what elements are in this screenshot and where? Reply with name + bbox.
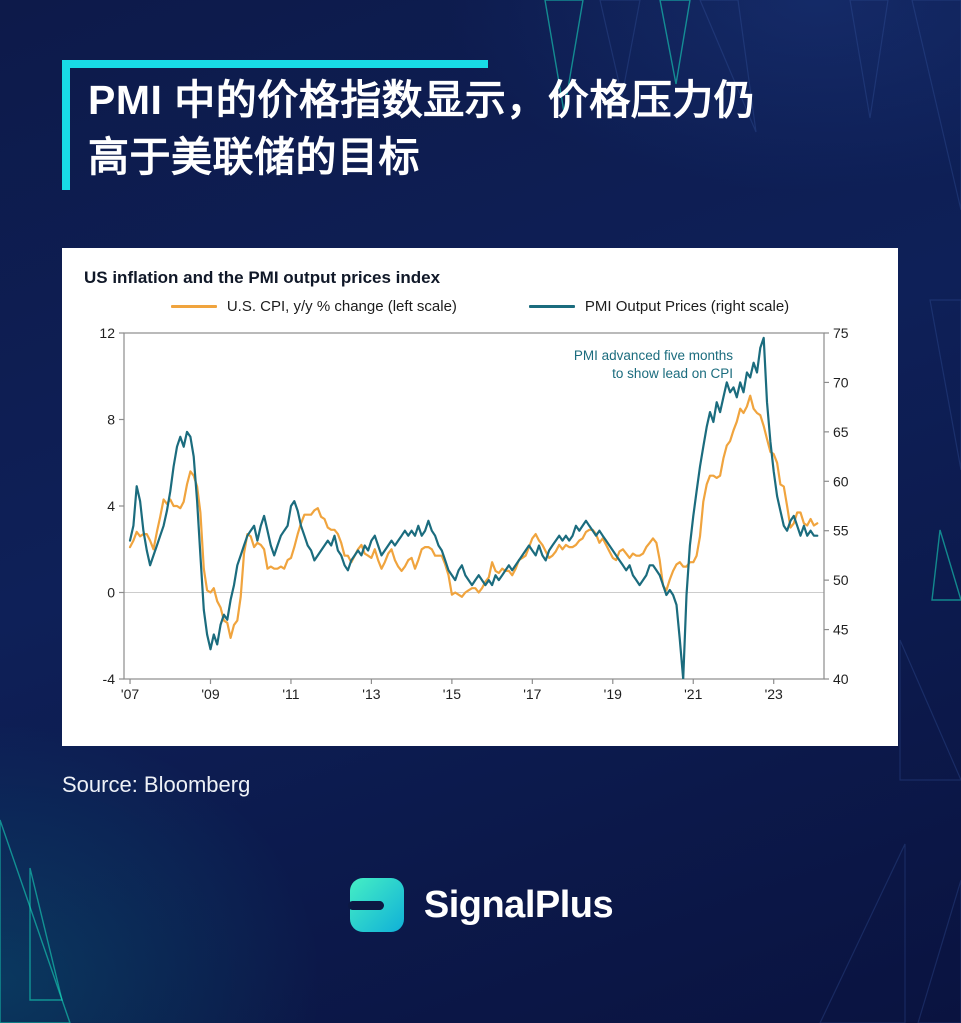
y-left-tick-label: 0 bbox=[107, 585, 115, 601]
legend-label-pmi: PMI Output Prices (right scale) bbox=[584, 298, 790, 315]
chart-card: US inflation and the PMI output prices i… bbox=[62, 248, 898, 746]
x-tick-label: '15 bbox=[443, 686, 461, 702]
y-left-tick-label: 8 bbox=[107, 412, 115, 428]
chart-annotation: PMI advanced five months to show lead on… bbox=[574, 347, 733, 382]
annotation-line-2: to show lead on CPI bbox=[612, 365, 733, 381]
y-right-tick-label: 45 bbox=[833, 622, 849, 638]
x-tick-label: '11 bbox=[282, 686, 299, 702]
pmi-output-prices-line bbox=[128, 336, 819, 679]
chart-legend: U.S. CPI, y/y % change (left scale) PMI … bbox=[82, 298, 878, 315]
signalplus-logo-icon bbox=[347, 878, 404, 932]
x-tick-label: '07 bbox=[121, 686, 139, 702]
annotation-line-1: PMI advanced five months bbox=[573, 348, 733, 363]
x-tick-label: '19 bbox=[604, 686, 622, 702]
page-title-line-1: PMI 中的价格指数显示，价格压力仍 bbox=[88, 77, 756, 123]
y-right-tick-label: 75 bbox=[833, 325, 849, 341]
legend-label-cpi: U.S. CPI, y/y % change (left scale) bbox=[226, 298, 457, 315]
x-tick-label: '13 bbox=[362, 686, 380, 702]
pmi-line-swatch bbox=[528, 305, 575, 308]
x-tick-label: '23 bbox=[765, 686, 783, 702]
y-right-tick-label: 65 bbox=[833, 424, 849, 440]
title-accent-left-bar bbox=[62, 60, 70, 190]
y-left-tick-label: 4 bbox=[107, 498, 115, 514]
brand-footer: SignalPlus bbox=[0, 876, 961, 934]
legend-item-cpi: U.S. CPI, y/y % change (left scale) bbox=[170, 298, 457, 315]
page-title: PMI 中的价格指数显示，价格压力仍 高于美联储的目标 bbox=[88, 72, 755, 185]
source-attribution: Source: Bloomberg bbox=[62, 772, 251, 797]
y-right-tick-label: 55 bbox=[833, 523, 849, 539]
y-right-tick-label: 40 bbox=[833, 671, 849, 687]
chart-title: US inflation and the PMI output prices i… bbox=[84, 268, 441, 287]
cpi-line-swatch bbox=[170, 305, 217, 308]
brand-name: SignalPlus bbox=[423, 883, 614, 926]
y-left-tick-label: 12 bbox=[99, 325, 115, 341]
page-title-line-2: 高于美联储的目标 bbox=[88, 133, 420, 180]
y-right-tick-label: 70 bbox=[833, 374, 849, 390]
x-tick-label: '09 bbox=[201, 686, 219, 702]
legend-item-pmi: PMI Output Prices (right scale) bbox=[528, 298, 790, 315]
x-tick-label: '17 bbox=[523, 686, 541, 702]
x-tick-label: '21 bbox=[684, 686, 702, 702]
y-right-tick-label: 60 bbox=[833, 473, 849, 489]
title-accent-top-bar bbox=[62, 60, 488, 68]
y-left-tick-label: -4 bbox=[103, 671, 116, 687]
us-cpi-line bbox=[128, 394, 819, 639]
y-right-tick-label: 50 bbox=[833, 572, 849, 588]
plot-area: -4 0 4 8 12 40 45 50 55 60 65 70 75 '07 '09 '11 '13 '15 '1… bbox=[82, 321, 878, 713]
chart-plot-svg: -4 0 4 8 12 40 45 50 55 60 65 70 75 '07 '09 '11 '13 '15 '1… bbox=[99, 325, 849, 702]
